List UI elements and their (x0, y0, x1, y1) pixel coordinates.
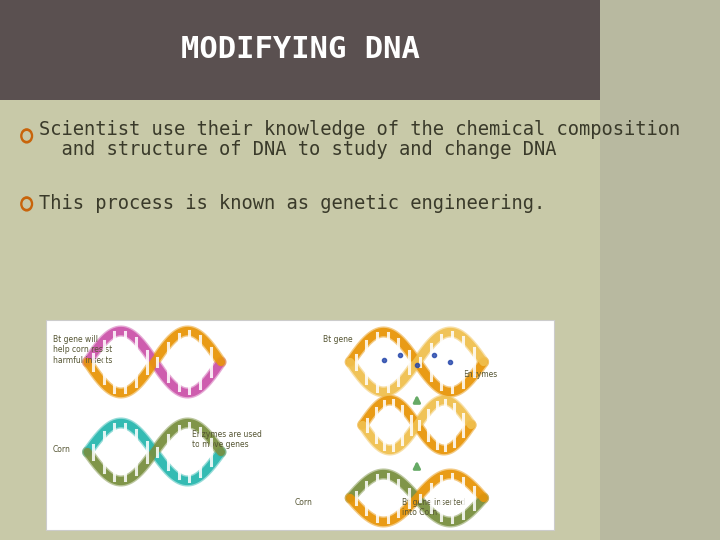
Circle shape (23, 132, 30, 140)
Text: Enzymes: Enzymes (463, 370, 498, 379)
Text: Bt gene inserted
into Corn: Bt gene inserted into Corn (402, 498, 466, 517)
Text: Corn: Corn (295, 498, 313, 507)
Text: Scientist use their knowledge of the chemical composition: Scientist use their knowledge of the che… (39, 120, 680, 139)
Text: and structure of DNA to study and change DNA: and structure of DNA to study and change… (39, 140, 557, 159)
Text: MODIFYING DNA: MODIFYING DNA (181, 36, 420, 64)
Text: This process is known as genetic engineering.: This process is known as genetic enginee… (39, 194, 546, 213)
FancyBboxPatch shape (0, 100, 600, 540)
Circle shape (23, 200, 30, 208)
Text: Enzymes are used
to move genes: Enzymes are used to move genes (192, 430, 261, 449)
Text: Corn: Corn (53, 446, 71, 455)
Text: Bt gene: Bt gene (323, 335, 353, 344)
Text: Bt gene will
help corn resist
harmful insects: Bt gene will help corn resist harmful in… (53, 335, 112, 365)
FancyBboxPatch shape (0, 0, 600, 100)
Circle shape (21, 129, 32, 143)
Circle shape (21, 197, 32, 211)
FancyBboxPatch shape (46, 320, 554, 530)
